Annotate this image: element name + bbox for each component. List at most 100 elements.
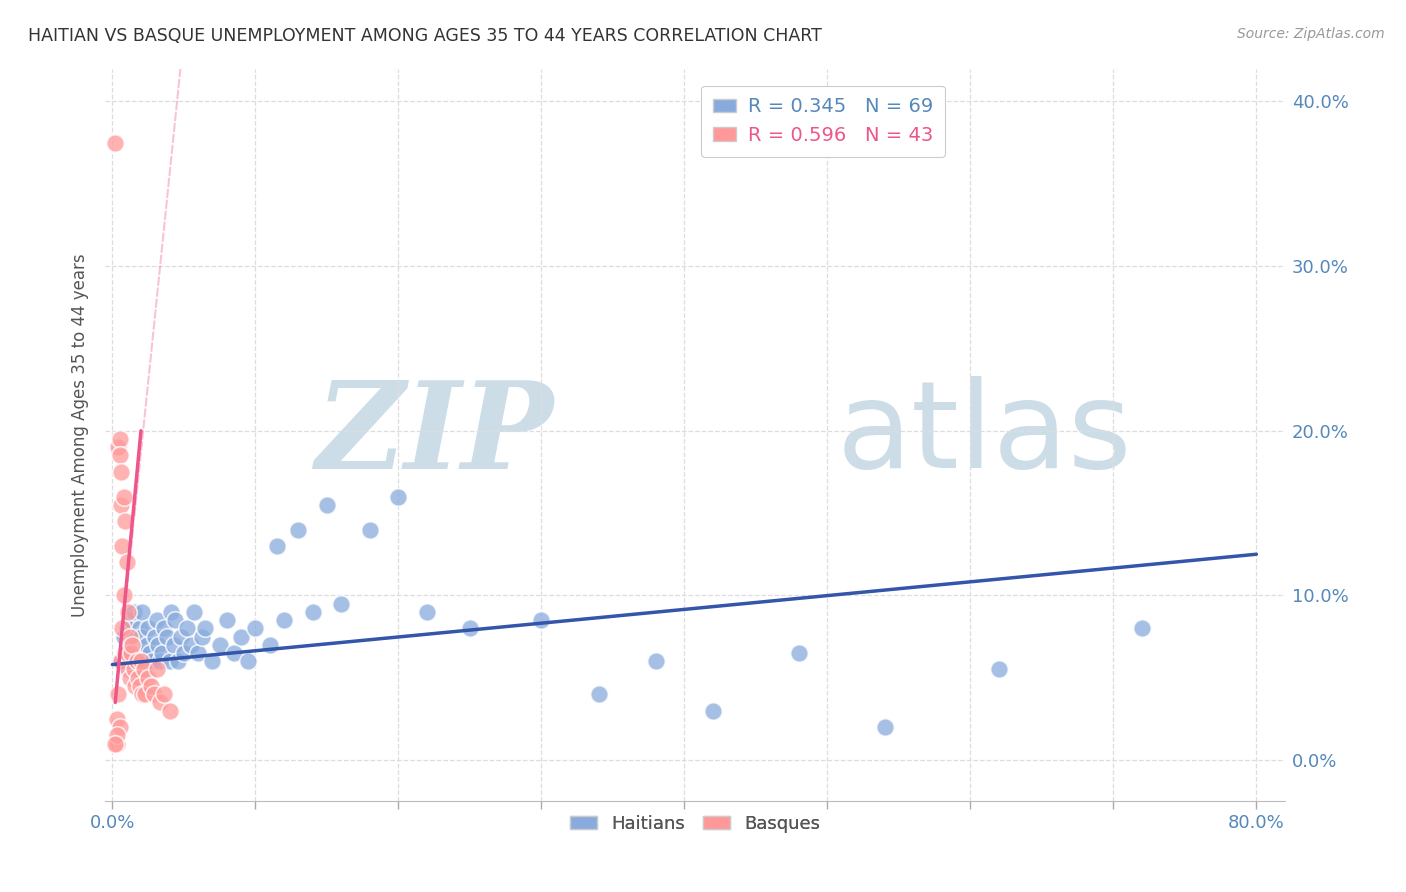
Point [108, 432, 131, 446]
Point [387, 490, 409, 504]
Point [115, 621, 138, 635]
Point [108, 720, 131, 734]
Point [122, 605, 145, 619]
Point [183, 605, 205, 619]
Point [136, 671, 159, 685]
Point [530, 613, 553, 627]
Point [180, 638, 202, 652]
Point [124, 663, 146, 677]
Point [159, 704, 181, 718]
Point [112, 630, 135, 644]
Point [194, 621, 217, 635]
Point [458, 621, 481, 635]
Point [873, 720, 896, 734]
Point [148, 695, 170, 709]
Point [148, 654, 170, 668]
Point [132, 663, 155, 677]
Point [112, 490, 135, 504]
Point [114, 646, 136, 660]
Point [129, 630, 152, 644]
Point [215, 613, 238, 627]
Point [201, 654, 224, 668]
Point [131, 605, 153, 619]
Point [118, 671, 141, 685]
Point [301, 605, 323, 619]
Point [128, 679, 150, 693]
Point [125, 654, 148, 668]
Point [104, 136, 127, 150]
Text: HAITIAN VS BASQUE UNEMPLOYMENT AMONG AGES 35 TO 44 YEARS CORRELATION CHART: HAITIAN VS BASQUE UNEMPLOYMENT AMONG AGE… [28, 27, 823, 45]
Point [152, 646, 174, 660]
Point [105, 728, 128, 742]
Point [136, 621, 159, 635]
Point [146, 638, 169, 652]
Point [129, 654, 152, 668]
Point [132, 646, 155, 660]
Point [208, 638, 231, 652]
Point [176, 621, 198, 635]
Point [122, 630, 145, 644]
Point [143, 630, 166, 644]
Point [120, 646, 142, 660]
Point [156, 630, 179, 644]
Point [111, 621, 134, 635]
Text: atlas: atlas [837, 376, 1132, 493]
Point [115, 556, 138, 570]
Point [416, 605, 439, 619]
Point [111, 539, 134, 553]
Text: Source: ZipAtlas.com: Source: ZipAtlas.com [1237, 27, 1385, 41]
Point [359, 523, 381, 537]
Point [163, 638, 186, 652]
Point [114, 514, 136, 528]
Point [108, 654, 131, 668]
Point [138, 646, 160, 660]
Point [115, 663, 138, 677]
Y-axis label: Unemployment Among Ages 35 to 44 years: Unemployment Among Ages 35 to 44 years [72, 253, 89, 616]
Point [588, 687, 610, 701]
Point [1130, 621, 1153, 635]
Point [129, 654, 152, 668]
Point [118, 638, 141, 652]
Point [122, 663, 145, 677]
Point [170, 630, 193, 644]
Text: ZIP: ZIP [315, 376, 554, 494]
Point [988, 663, 1011, 677]
Point [105, 712, 128, 726]
Point [121, 638, 143, 652]
Point [127, 646, 149, 660]
Point [644, 654, 666, 668]
Point [117, 646, 139, 660]
Point [125, 638, 148, 652]
Point [153, 621, 176, 635]
Legend: Haitians, Basques: Haitians, Basques [562, 807, 828, 839]
Point [330, 597, 353, 611]
Point [787, 646, 810, 660]
Point [107, 440, 129, 454]
Point [104, 737, 127, 751]
Point [167, 654, 190, 668]
Point [117, 663, 139, 677]
Point [222, 646, 245, 660]
Point [160, 605, 183, 619]
Point [315, 498, 337, 512]
Point [115, 646, 138, 660]
Point [135, 638, 157, 652]
Point [142, 687, 165, 701]
Point [107, 687, 129, 701]
Point [134, 687, 156, 701]
Point [108, 449, 131, 463]
Point [110, 654, 132, 668]
Point [134, 663, 156, 677]
Point [145, 613, 167, 627]
Point [118, 630, 141, 644]
Point [266, 539, 288, 553]
Point [259, 638, 281, 652]
Point [141, 654, 163, 668]
Point [173, 646, 195, 660]
Point [110, 465, 132, 479]
Point [117, 605, 139, 619]
Point [159, 654, 181, 668]
Point [124, 679, 146, 693]
Point [128, 621, 150, 635]
Point [238, 654, 260, 668]
